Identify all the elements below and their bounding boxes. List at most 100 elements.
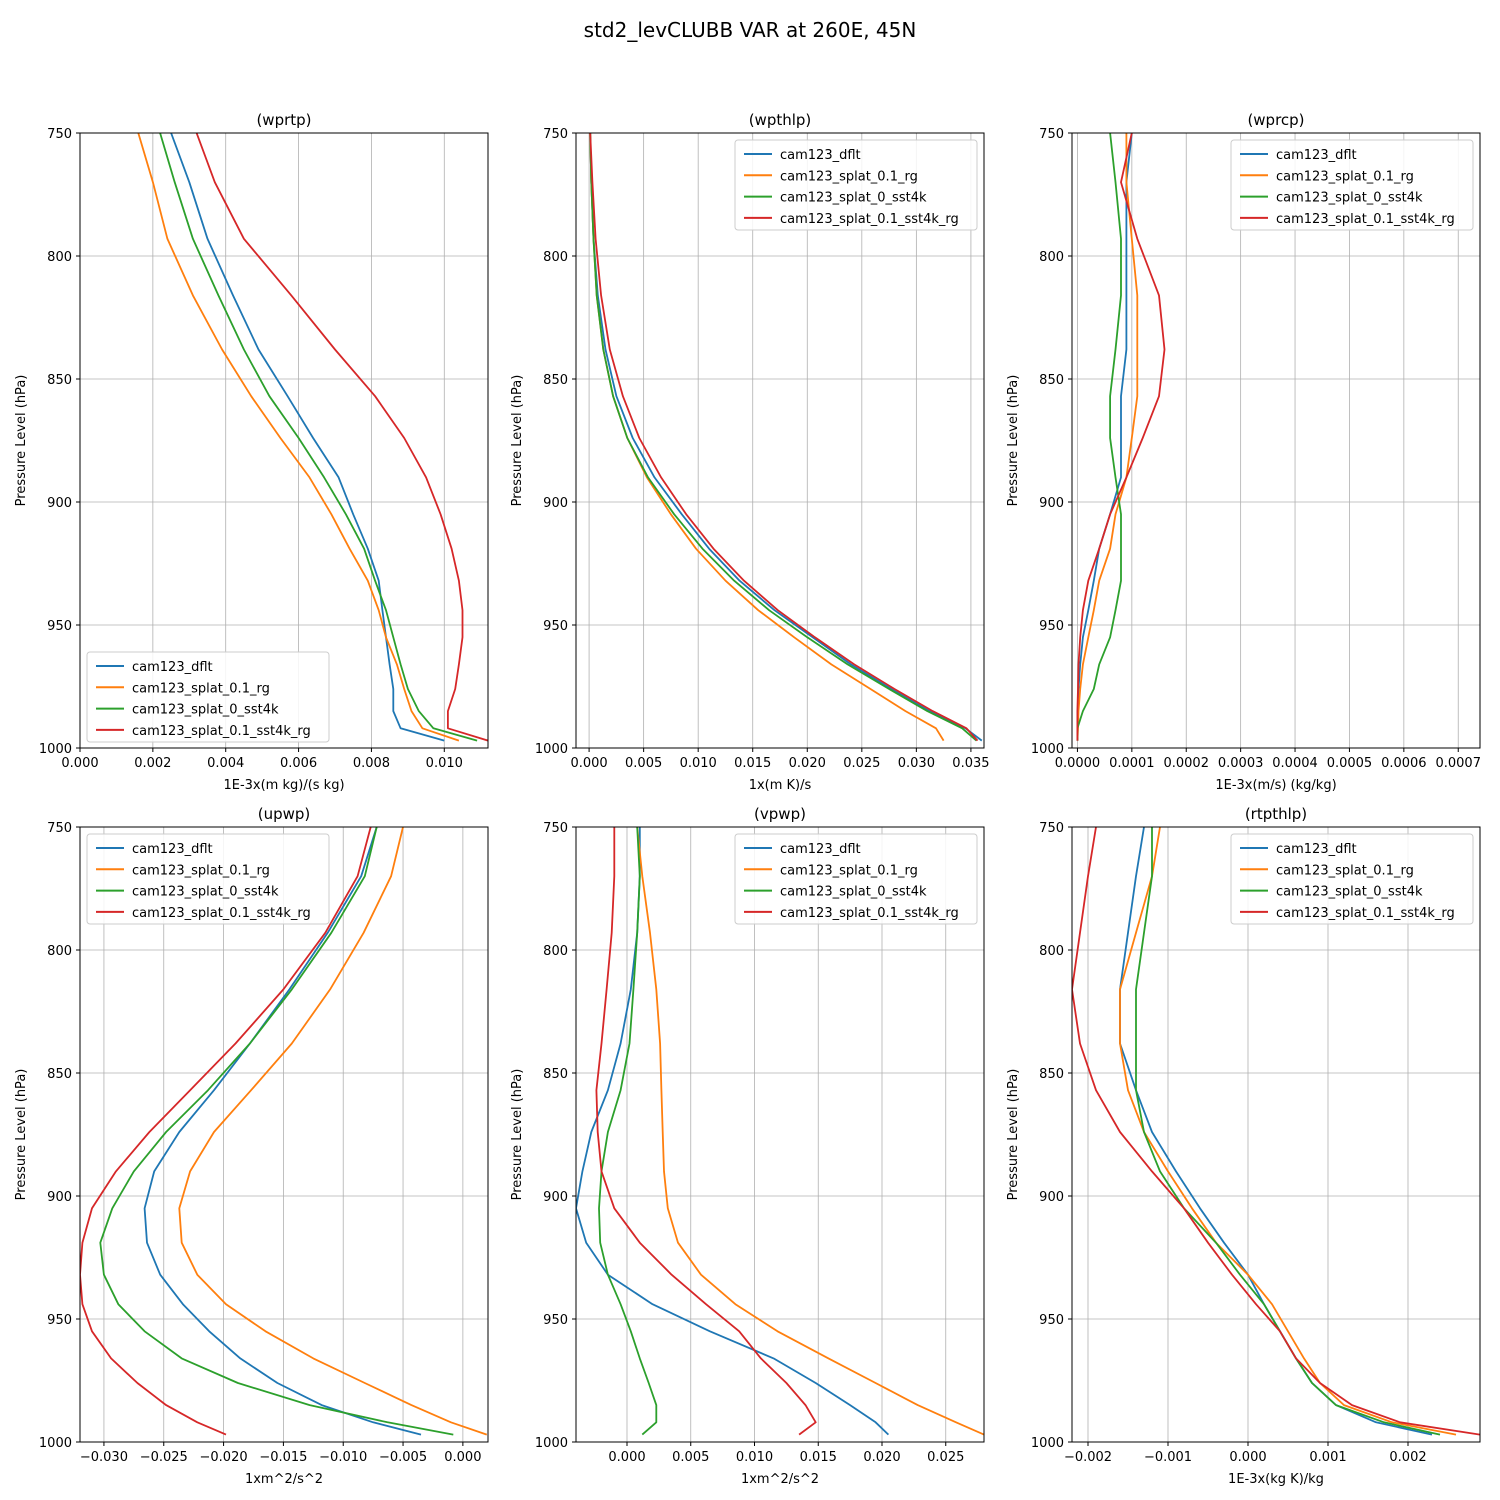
series-line-cam123_splat_0_sst4k <box>159 133 478 742</box>
legend-label: cam123_splat_0.1_sst4k_rg <box>132 906 311 921</box>
series-line-cam123_splat_0.1_sst4k_rg <box>1072 827 1480 1436</box>
series-line-cam123_splat_0_sst4k <box>589 133 977 742</box>
legend-box <box>86 833 330 925</box>
x-tick-label: 0.035 <box>952 756 989 771</box>
y-tick-label: 800 <box>1039 944 1064 959</box>
x-tick-label: 0.015 <box>734 756 771 771</box>
y-tick-label: 950 <box>543 619 568 634</box>
y-axis-label: Pressure Level (hPa) <box>1006 375 1021 507</box>
legend-label: cam123_splat_0.1_rg <box>780 863 918 878</box>
y-tick-label: 750 <box>1039 821 1064 836</box>
legend-label: cam123_splat_0_sst4k <box>132 703 279 718</box>
legend-label: cam123_splat_0_sst4k <box>132 885 279 900</box>
y-tick-label: 900 <box>543 496 568 511</box>
x-tick-label: 0.000 <box>570 756 607 771</box>
series-line-cam123_splat_0.1_sst4k_rg <box>595 827 817 1436</box>
y-tick-label: 1000 <box>1031 742 1064 757</box>
legend-label: cam123_splat_0.1_rg <box>780 169 918 184</box>
x-axis-label: 1xm^2/s^2 <box>245 1472 323 1487</box>
x-tick-label: −0.030 <box>80 1450 128 1465</box>
y-tick-label: 950 <box>1039 1313 1064 1328</box>
x-axis-label: 1E-3x(m/s) (kg/kg) <box>1215 778 1336 793</box>
x-tick-label: −0.020 <box>200 1450 248 1465</box>
x-tick-label: −0.025 <box>140 1450 188 1465</box>
x-tick-label: −0.001 <box>1144 1450 1192 1465</box>
y-tick-label: 750 <box>543 821 568 836</box>
y-tick-label: 950 <box>1039 619 1064 634</box>
panels: 0.000 0.002 0.004 0.006 0.008 0.010 750 800 850 9… <box>14 111 1481 1487</box>
x-axis-label: 1E-3x(m kg)/(s kg) <box>223 778 344 793</box>
y-axis-label: Pressure Level (hPa) <box>510 1069 525 1201</box>
y-tick-label: 900 <box>47 1190 72 1205</box>
y-tick-label: 1000 <box>39 1436 72 1451</box>
panel-title: (wprtp) <box>256 111 311 129</box>
legend-label: cam123_splat_0.1_sst4k_rg <box>1276 906 1455 921</box>
axes-frame <box>575 826 985 1443</box>
legend-label: cam123_dflt <box>780 148 861 163</box>
legend: cam123_dflt cam123_splat_0.1_rg cam123_spl… <box>734 139 978 231</box>
x-axis-label: 1xm^2/s^2 <box>741 1472 819 1487</box>
y-tick-label: 850 <box>47 373 72 388</box>
panel-upwp: −0.030 −0.025 −0.020 −0.015 −0.010 −0.005 0.00… <box>14 805 489 1487</box>
axes-frame <box>1071 132 1481 749</box>
y-tick-label: 950 <box>47 619 72 634</box>
panel-rtpthlp: −0.002 −0.001 0.000 0.001 0.002 750 800 850 900 9… <box>1006 805 1481 1487</box>
x-tick-label: 0.025 <box>843 756 880 771</box>
panel-vpwp: 0.000 0.005 0.010 0.015 0.020 0.025 750 800 850 9… <box>510 805 985 1487</box>
x-tick-label: 0.002 <box>1389 1450 1426 1465</box>
y-axis-label: Pressure Level (hPa) <box>14 375 29 507</box>
y-tick-label: 1000 <box>1031 1436 1064 1451</box>
y-tick-label: 850 <box>1039 1067 1064 1082</box>
x-tick-label: −0.002 <box>1064 1450 1112 1465</box>
x-tick-label: 0.006 <box>280 756 317 771</box>
x-tick-label: 0.008 <box>353 756 390 771</box>
panel-wpthlp: 0.000 0.005 0.010 0.015 0.020 0.025 0.030 0.035… <box>510 111 990 793</box>
axes-frame <box>575 132 985 749</box>
y-tick-label: 900 <box>543 1190 568 1205</box>
x-tick-label: 0.010 <box>426 756 463 771</box>
x-tick-label: 0.0004 <box>1272 756 1318 771</box>
series-line-cam123_splat_0.1_sst4k_rg <box>195 133 488 742</box>
legend-label: cam123_splat_0.1_sst4k_rg <box>1276 212 1455 227</box>
x-tick-label: 0.0002 <box>1163 756 1209 771</box>
x-tick-label: 0.000 <box>61 756 98 771</box>
panel-title: (wprcp) <box>1247 111 1304 129</box>
y-tick-label: 750 <box>1039 127 1064 142</box>
x-tick-label: 0.001 <box>1309 1450 1346 1465</box>
legend-label: cam123_dflt <box>780 842 861 857</box>
x-tick-label: 0.000 <box>608 1450 645 1465</box>
x-tick-label: 0.004 <box>207 756 244 771</box>
x-tick-label: 0.020 <box>789 756 826 771</box>
x-tick-label: 0.025 <box>927 1450 964 1465</box>
series-line-cam123_splat_0.1_rg <box>178 827 488 1436</box>
y-tick-label: 800 <box>47 944 72 959</box>
y-tick-label: 850 <box>543 1067 568 1082</box>
legend-label: cam123_splat_0.1_rg <box>1276 169 1414 184</box>
x-tick-label: 0.005 <box>625 756 662 771</box>
legend-box <box>86 651 330 743</box>
x-tick-label: 0.020 <box>863 1450 900 1465</box>
y-tick-label: 750 <box>543 127 568 142</box>
series-line-cam123_splat_0.1_rg <box>1076 133 1139 741</box>
x-tick-label: −0.005 <box>379 1450 427 1465</box>
figure-title: std2_levCLUBB VAR at 260E, 45N <box>584 18 917 42</box>
series-line-cam123_splat_0_sst4k <box>1076 133 1122 741</box>
x-tick-label: −0.015 <box>259 1450 307 1465</box>
panel-wprcp: 0.0000 0.0001 0.0002 0.0003 0.0004 0.0005 0.00… <box>1006 111 1481 793</box>
y-tick-label: 800 <box>543 250 568 265</box>
y-tick-label: 850 <box>47 1067 72 1082</box>
y-tick-label: 950 <box>47 1313 72 1328</box>
axes-frame <box>79 132 489 749</box>
legend: cam123_dflt cam123_splat_0.1_rg cam123_spl… <box>1230 139 1474 231</box>
series-line-cam123_dflt <box>589 133 983 742</box>
y-tick-label: 1000 <box>535 742 568 757</box>
x-tick-label: 0.030 <box>898 756 935 771</box>
legend-label: cam123_splat_0.1_rg <box>132 681 270 696</box>
series-line-cam123_splat_0.1_sst4k_rg <box>1076 133 1166 741</box>
legend: cam123_dflt cam123_splat_0.1_rg cam123_spl… <box>86 651 330 743</box>
y-tick-label: 800 <box>543 944 568 959</box>
x-tick-label: 0.0007 <box>1435 756 1481 771</box>
series-line-cam123_splat_0_sst4k <box>1135 827 1441 1436</box>
y-tick-label: 850 <box>543 373 568 388</box>
legend-box <box>1230 139 1474 231</box>
